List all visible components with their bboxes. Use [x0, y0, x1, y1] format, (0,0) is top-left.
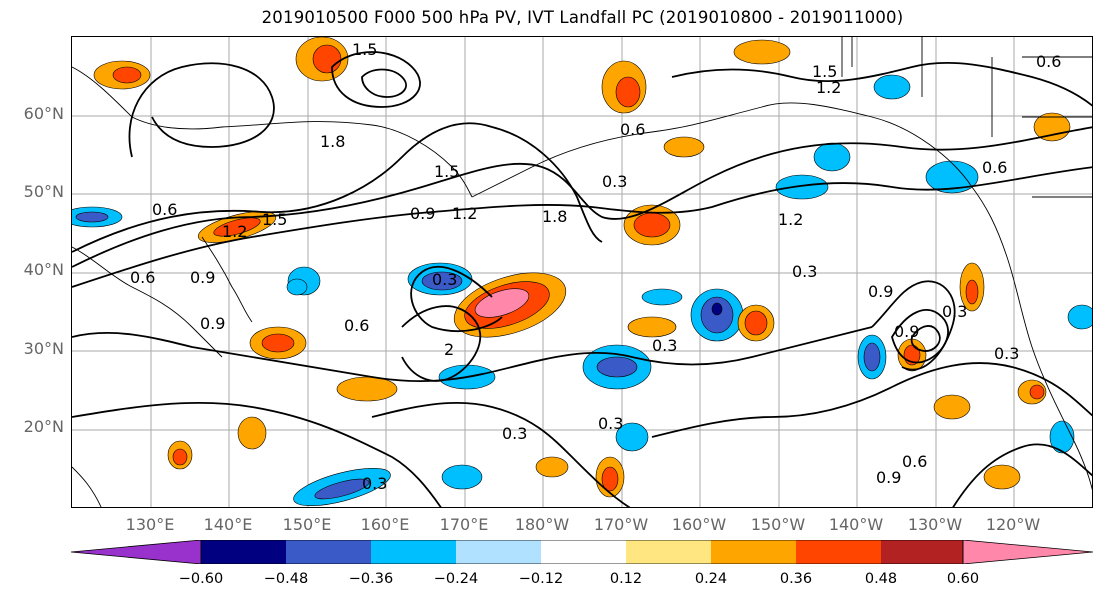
- pv-contours: [72, 51, 1092, 507]
- contour-label: 0.9: [868, 282, 893, 301]
- lon-label: 120°W: [985, 515, 1041, 534]
- contour-label: 1.2: [222, 222, 247, 241]
- contour-label: 0.6: [152, 200, 177, 219]
- contour-label: 0.6: [982, 158, 1007, 177]
- colorbar-tick: 0.60: [946, 571, 980, 587]
- contour-label: 0.6: [130, 268, 155, 287]
- lat-label: 40°N: [23, 260, 64, 279]
- contour-labels: 1.5 1.8 1.5 0.9 1.2 1.8 0.3 0.6 0.9 1.2 …: [130, 40, 1061, 493]
- contour-label: 0.3: [602, 172, 627, 191]
- gridlines: [72, 37, 1092, 507]
- contour-label: 1.2: [816, 78, 841, 97]
- contour-label: 0.6: [344, 316, 369, 335]
- colorbar-swatch: [201, 540, 286, 564]
- contour-label: 0.9: [410, 204, 435, 223]
- lon-label: 150°E: [282, 515, 332, 534]
- page-title: 2019010500 F000 500 hPa PV, IVT Landfall…: [261, 8, 904, 27]
- contour-label: 0.9: [200, 314, 225, 333]
- lon-label: 140°E: [203, 515, 253, 534]
- colorbar-swatch: [796, 540, 881, 564]
- lon-label: 170°E: [439, 515, 489, 534]
- lat-label: 20°N: [23, 417, 64, 436]
- lon-label: 160°W: [671, 515, 727, 534]
- contour-label: 0.3: [502, 424, 527, 443]
- contour-label: 0.3: [598, 414, 623, 433]
- colorbar-tick: 0.12: [609, 571, 643, 587]
- colorbar-swatch: [371, 540, 456, 564]
- colorbar-swatch: [541, 540, 626, 564]
- colorbar-swatch: [881, 540, 963, 564]
- colorbar-tick: −0.60: [178, 571, 224, 587]
- contour-label: 1.5: [434, 162, 459, 181]
- contour-label: 0.6: [620, 120, 645, 139]
- lat-label: 30°N: [23, 339, 64, 358]
- lon-label: 160°E: [360, 515, 410, 534]
- contour-label: 0.6: [902, 452, 927, 471]
- colorbar-tick: 0.24: [694, 571, 728, 587]
- lon-label: 180°W: [514, 515, 570, 534]
- contour-label: 0.9: [894, 322, 919, 341]
- contour-label: 0.3: [942, 302, 967, 321]
- colorbar-extend-right: [962, 540, 1093, 564]
- map-panel: 1.5 1.8 1.5 0.9 1.2 1.8 0.3 0.6 0.9 1.2 …: [71, 36, 1093, 508]
- colorbar-swatch: [626, 540, 711, 564]
- lat-label: 50°N: [23, 182, 64, 201]
- colorbar: [71, 540, 1093, 564]
- contour-label: 1.2: [452, 204, 477, 223]
- contour-label: 0.3: [994, 344, 1019, 363]
- colorbar-tick: −0.48: [263, 571, 309, 587]
- contour-label: 0.6: [1036, 52, 1061, 71]
- contour-label: 0.9: [190, 268, 215, 287]
- colorbar-tick: −0.12: [518, 571, 564, 587]
- contour-label: 2: [444, 340, 454, 359]
- contour-label: 1.8: [320, 132, 345, 151]
- colorbar-swatch: [286, 540, 371, 564]
- lat-label: 60°N: [23, 104, 64, 123]
- contour-label: 1.5: [262, 210, 287, 229]
- contour-label: 0.3: [792, 262, 817, 281]
- lon-label: 170°W: [593, 515, 649, 534]
- contour-label: 0.9: [876, 468, 901, 487]
- contour-label: 1.2: [778, 210, 803, 229]
- lon-label: 150°W: [750, 515, 806, 534]
- colorbar-swatch: [711, 540, 796, 564]
- contour-label: 0.3: [362, 474, 387, 493]
- lon-label: 130°E: [125, 515, 175, 534]
- colorbar-tick: 0.36: [779, 571, 813, 587]
- contour-label: 0.3: [432, 270, 457, 289]
- colorbar-tick: −0.24: [433, 571, 479, 587]
- contour-label: 1.8: [542, 207, 567, 226]
- colorbar-swatch: [456, 540, 541, 564]
- lon-label: 130°W: [907, 515, 963, 534]
- lon-label: 140°W: [828, 515, 884, 534]
- contour-label: 0.3: [652, 336, 677, 355]
- contour-label: 1.5: [352, 40, 377, 59]
- colorbar-extend-left: [71, 540, 202, 564]
- contour-label: 1.5: [812, 62, 837, 81]
- colorbar-tick: −0.36: [348, 571, 394, 587]
- colorbar-tick: 0.48: [864, 571, 898, 587]
